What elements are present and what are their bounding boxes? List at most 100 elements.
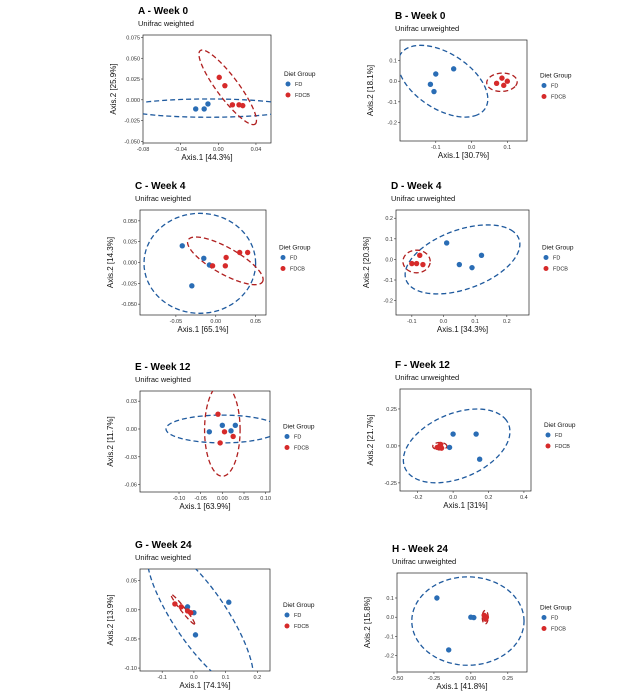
panel-subtitle: Unifrac unweighted <box>392 557 456 566</box>
x-axis-label: Axis.1 [44.3%] <box>181 153 232 162</box>
y-tick-label: 0.075 <box>126 35 140 41</box>
x-tick-label: -0.08 <box>137 147 150 153</box>
x-tick-label: 0.0 <box>440 319 448 325</box>
x-tick-label: 0.05 <box>239 496 250 502</box>
x-tick-label: -0.25 <box>428 676 441 682</box>
x-tick-label: -0.05 <box>194 496 207 502</box>
point-fd <box>478 252 485 258</box>
y-tick-label: 0.0 <box>385 257 393 263</box>
point-fdcb <box>420 261 426 268</box>
legend-marker-fd <box>284 434 290 439</box>
x-tick-label: 0.4 <box>520 495 528 501</box>
y-tick-label: 0.03 <box>126 399 137 405</box>
y-tick-label: -0.06 <box>124 483 137 489</box>
x-tick-label: 0.2 <box>503 319 511 325</box>
point-fd <box>456 261 463 268</box>
y-tick-label: 0.0 <box>386 615 394 621</box>
x-tick-label: -0.04 <box>174 147 187 153</box>
panel-title: A - Week 0 <box>138 6 188 17</box>
legend-marker-fdcb <box>545 443 551 449</box>
point-fdcb <box>493 80 500 86</box>
x-tick-label: 0.2 <box>253 675 261 681</box>
x-tick-label: 0.2 <box>485 495 493 501</box>
panel-title: B - Week 0 <box>395 11 446 22</box>
x-tick-label: 0.0 <box>468 145 476 151</box>
point-fd <box>434 595 440 601</box>
ellipse-fdcb <box>203 391 241 477</box>
legend-marker-fd <box>280 255 286 260</box>
point-fdcb <box>209 263 216 269</box>
point-fdcb <box>438 441 444 448</box>
legend-marker-fd <box>545 432 551 438</box>
point-fdcb <box>221 429 228 435</box>
plot-area <box>411 576 525 666</box>
x-tick-label: 0.05 <box>250 319 261 325</box>
legend: Diet Group FD FDCB <box>540 73 572 101</box>
plot-area <box>165 391 270 477</box>
point-fd <box>473 431 479 437</box>
point-fd <box>193 106 199 112</box>
panel-title: H - Week 24 <box>392 544 448 555</box>
y-tick-label: -0.2 <box>388 120 397 126</box>
legend-marker-fd <box>284 612 290 618</box>
x-tick-label: 0.10 <box>260 496 271 502</box>
plot-area <box>402 224 521 295</box>
x-tick-label: -0.1 <box>407 319 416 325</box>
plot-frame <box>396 572 528 673</box>
legend-title: Diet Group <box>544 422 576 429</box>
point-fd <box>205 101 211 107</box>
ellipse-fd <box>411 576 525 666</box>
x-tick-label: -0.2 <box>413 495 422 501</box>
y-axis-label: Axis.2 [25.9%] <box>109 63 118 114</box>
legend-label-fdcb: FDCB <box>290 267 305 273</box>
y-tick-label: 0.1 <box>389 59 397 65</box>
point-fdcb <box>483 614 490 620</box>
legend-label-fd: FD <box>290 256 297 262</box>
x-axis-label: Axis.1 [34.3%] <box>437 325 488 334</box>
x-tick-label: 0.00 <box>210 319 221 325</box>
point-fdcb <box>417 252 423 258</box>
legend-label-fd: FD <box>551 84 558 90</box>
point-fd <box>431 88 437 95</box>
y-tick-label: -0.05 <box>124 637 137 643</box>
legend-title: Diet Group <box>540 605 572 612</box>
legend-label-fdcb: FDCB <box>551 627 566 633</box>
point-fd <box>189 283 195 289</box>
y-axis-label: Axis.2 [13.9%] <box>106 594 115 645</box>
point-fdcb <box>501 82 507 89</box>
y-tick-label: -0.050 <box>121 302 137 308</box>
ellipse-fdcb <box>486 72 518 93</box>
x-tick-label: 0.1 <box>222 675 230 681</box>
panel-0: A - Week 0 Unifrac weighted -0.08 -0.04 0.00… <box>109 6 316 162</box>
legend-label-fd: FD <box>553 256 560 262</box>
y-tick-label: 0.025 <box>123 240 137 246</box>
y-tick-label: 0.25 <box>386 407 397 413</box>
point-fd <box>427 81 434 88</box>
point-fdcb <box>215 411 221 417</box>
point-fd <box>192 632 199 638</box>
x-axis-label: Axis.1 [65.1%] <box>177 325 228 334</box>
y-tick-label: -0.2 <box>384 299 393 305</box>
legend-marker-fd <box>543 255 549 260</box>
legend: Diet Group FD FDCB <box>544 422 576 450</box>
point-fd <box>179 243 185 249</box>
ellipse-fdcb <box>198 49 258 126</box>
legend-label-fd: FD <box>294 435 301 441</box>
x-axis-label: Axis.1 [31%] <box>443 501 487 510</box>
point-fd <box>201 255 207 262</box>
point-fd <box>450 66 457 72</box>
ellipse-fd <box>165 414 270 444</box>
point-fd <box>443 240 450 246</box>
legend-label-fdcb: FDCB <box>295 93 310 99</box>
point-fd <box>476 456 483 462</box>
legend-label-fdcb: FDCB <box>551 95 566 101</box>
y-tick-label: 0.00 <box>386 444 397 450</box>
y-tick-label: -0.03 <box>124 455 137 461</box>
x-tick-label: 0.0 <box>190 675 198 681</box>
y-axis-label: Axis.2 [20.3%] <box>362 237 371 288</box>
ellipse-fdcb <box>432 441 448 451</box>
y-tick-label: -0.10 <box>124 666 137 672</box>
legend-marker-fdcb <box>280 266 286 271</box>
point-fd <box>184 604 191 610</box>
legend-marker-fd <box>285 81 291 87</box>
